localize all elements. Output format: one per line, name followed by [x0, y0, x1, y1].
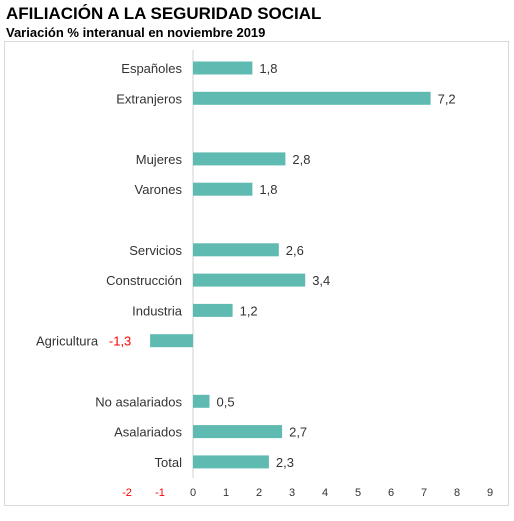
category-label: Asalariados	[114, 425, 182, 440]
category-label: Extranjeros	[116, 91, 182, 106]
bar[interactable]	[193, 394, 210, 408]
chart-frame	[4, 41, 509, 506]
bar[interactable]	[193, 61, 253, 75]
category-label: Agricultura	[36, 334, 99, 349]
x-tick-label: 7	[421, 487, 427, 499]
data-label: 1,8	[259, 61, 277, 76]
category-label: Industria	[132, 303, 183, 318]
data-label: 3,4	[312, 273, 330, 288]
x-tick-label: 0	[190, 487, 196, 499]
bar[interactable]	[193, 243, 279, 257]
bar[interactable]	[193, 303, 233, 317]
data-label: 1,2	[240, 303, 258, 318]
x-tick-label: 2	[256, 487, 262, 499]
x-tick-label: 8	[454, 487, 460, 499]
data-label: -1,3	[109, 334, 131, 349]
chart-title: AFILIACIÓN A LA SEGURIDAD SOCIAL	[6, 4, 322, 23]
category-label: Españoles	[121, 61, 182, 76]
x-tick-label: 9	[487, 487, 493, 499]
x-tick-label: 6	[388, 487, 394, 499]
x-tick-label: 3	[289, 487, 295, 499]
bar[interactable]	[193, 425, 283, 439]
category-label: Total	[155, 455, 183, 470]
x-tick-label: 5	[355, 487, 361, 499]
x-tick-label: -2	[122, 487, 132, 499]
data-label: 2,3	[276, 455, 294, 470]
bar[interactable]	[193, 273, 306, 287]
x-tick-label: 4	[322, 487, 328, 499]
bar[interactable]	[150, 334, 193, 348]
category-label: Varones	[135, 182, 183, 197]
category-label: No asalariados	[95, 394, 182, 409]
data-label: 2,6	[286, 243, 304, 258]
bar[interactable]	[193, 152, 286, 166]
bar[interactable]	[193, 91, 431, 105]
data-label: 7,2	[438, 91, 456, 106]
x-tick-label: 1	[223, 487, 229, 499]
bar[interactable]	[193, 455, 269, 469]
chart-subtitle: Variación % interanual en noviembre 2019	[6, 25, 266, 40]
category-label: Servicios	[129, 243, 182, 258]
x-tick-label: -1	[155, 487, 165, 499]
bar[interactable]	[193, 182, 253, 196]
data-label: 2,8	[292, 152, 310, 167]
data-label: 0,5	[217, 394, 235, 409]
category-label: Mujeres	[136, 152, 183, 167]
data-label: 1,8	[259, 182, 277, 197]
category-label: Construcción	[106, 273, 182, 288]
data-label: 2,7	[289, 425, 307, 440]
